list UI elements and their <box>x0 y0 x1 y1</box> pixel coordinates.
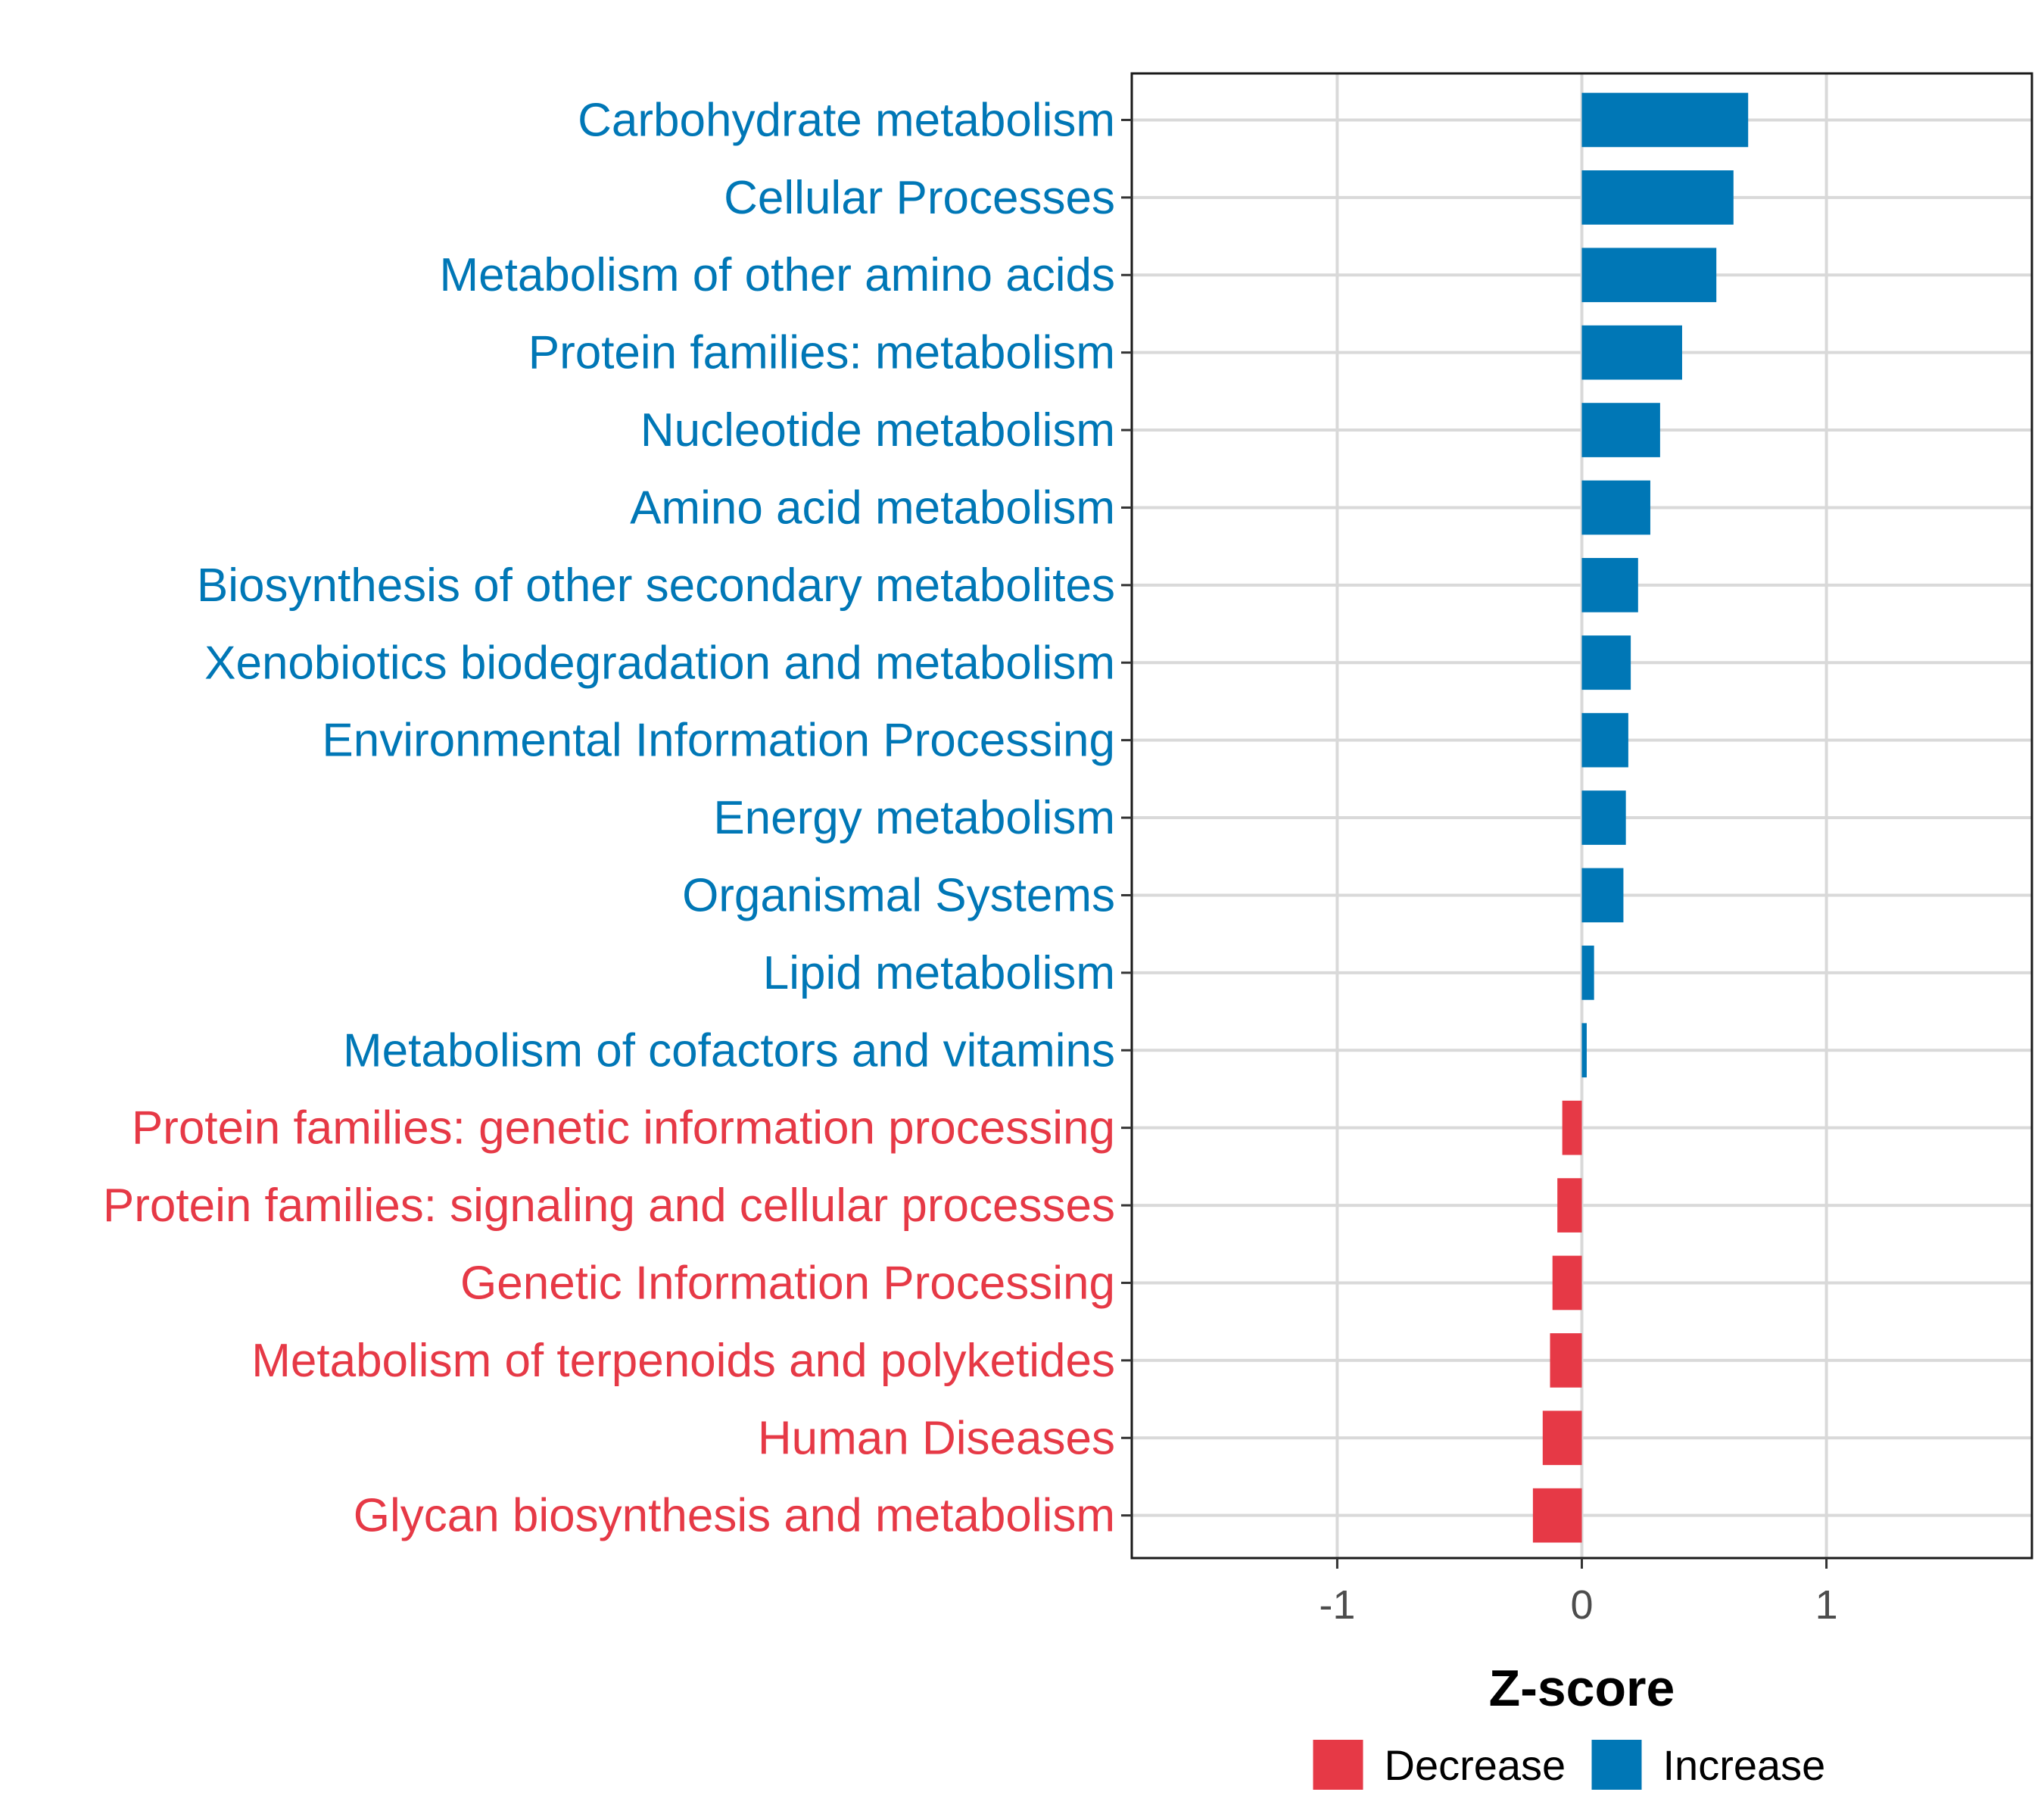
bar-increase <box>1581 868 1624 923</box>
bar-decrease <box>1552 1255 1582 1311</box>
bar-increase <box>1581 325 1682 380</box>
x-tick-label: 0 <box>1570 1582 1593 1628</box>
bar-decrease <box>1562 1100 1582 1155</box>
legend: Decrease Increase <box>1313 1740 1826 1790</box>
axis-ticks: -1 0 1 <box>1121 118 1838 1628</box>
bar-increase <box>1581 635 1631 690</box>
category-label: Cellular Processes <box>724 172 1115 224</box>
category-label: Carbohydrate metabolism <box>578 94 1115 146</box>
legend-label-decrease: Decrease <box>1385 1741 1566 1789</box>
category-label: Protein families: genetic information pr… <box>132 1102 1115 1155</box>
category-label: Energy metabolism <box>713 792 1115 844</box>
bars <box>1532 92 1749 1543</box>
category-label: Environmental Information Processing <box>322 715 1115 767</box>
bar-increase <box>1581 170 1734 225</box>
category-label: Human Diseases <box>758 1412 1115 1464</box>
category-label: Organismal Systems <box>682 869 1115 921</box>
bar-decrease <box>1532 1488 1582 1543</box>
category-label: Protein families: metabolism <box>528 327 1115 379</box>
category-label: Glycan biosynthesis and metabolism <box>354 1490 1115 1542</box>
bar-increase <box>1581 248 1717 303</box>
x-axis-title: Z-score <box>1489 1660 1675 1717</box>
x-tick-label: 1 <box>1815 1582 1838 1628</box>
bar-increase <box>1581 712 1628 768</box>
category-label: Xenobiotics biodegradation and metabolis… <box>204 637 1115 689</box>
bar-increase <box>1581 558 1638 612</box>
bar-decrease <box>1550 1333 1582 1388</box>
category-label: Nucleotide metabolism <box>640 404 1115 457</box>
bar-increase <box>1581 480 1650 535</box>
bar-decrease <box>1542 1410 1582 1466</box>
bar-increase <box>1581 1023 1587 1078</box>
legend-key-increase <box>1591 1740 1642 1790</box>
x-tick-label: -1 <box>1319 1582 1355 1628</box>
bar-increase <box>1581 92 1749 148</box>
bar-increase <box>1581 946 1594 1000</box>
legend-key-decrease <box>1313 1740 1363 1790</box>
legend-label-increase: Increase <box>1663 1741 1826 1789</box>
category-labels: Carbohydrate metabolism Cellular Processe… <box>103 94 1115 1541</box>
bar-increase <box>1581 403 1660 457</box>
category-label: Metabolism of other amino acids <box>439 249 1115 301</box>
category-label: Metabolism of terpenoids and polyketides <box>251 1335 1115 1387</box>
category-label: Lipid metabolism <box>763 947 1115 999</box>
category-label: Protein families: signaling and cellular… <box>103 1180 1115 1232</box>
category-label: Metabolism of cofactors and vitamins <box>343 1024 1115 1077</box>
bar-decrease <box>1557 1178 1582 1233</box>
category-label: Genetic Information Processing <box>460 1257 1115 1309</box>
category-label: Amino acid metabolism <box>630 482 1115 534</box>
bar-increase <box>1581 790 1626 845</box>
category-label: Biosynthesis of other secondary metaboli… <box>197 559 1115 612</box>
